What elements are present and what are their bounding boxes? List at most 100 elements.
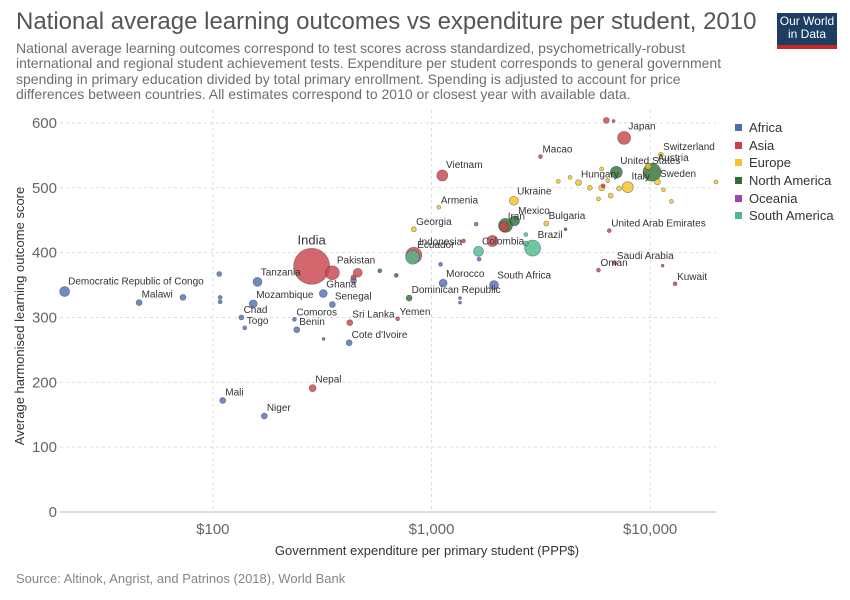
data-point[interactable]: Chad xyxy=(238,314,245,321)
y-axis-label: Average harmonised learning outcome scor… xyxy=(12,187,27,445)
data-point[interactable] xyxy=(713,179,719,185)
data-point[interactable]: India xyxy=(293,247,330,285)
legend-swatch xyxy=(735,159,742,167)
data-point[interactable] xyxy=(661,187,666,193)
data-point[interactable]: Iran xyxy=(498,221,510,233)
data-point[interactable]: Niger xyxy=(261,412,268,420)
legend-item[interactable]: South America xyxy=(735,207,834,225)
data-point[interactable]: Morocco xyxy=(438,278,448,288)
data-point[interactable]: Sri Lanka xyxy=(346,319,354,326)
data-point[interactable]: Italy xyxy=(621,181,634,193)
data-point[interactable]: Ghana xyxy=(319,289,328,298)
legend-item[interactable]: Europe xyxy=(735,154,834,172)
source-note: Source: Altinok, Angrist, and Patrinos (… xyxy=(16,571,346,586)
data-point[interactable]: Saudi Arabia xyxy=(612,260,618,266)
data-points: India Austria Indonesia Brazil Pakistan Ecuad… xyxy=(59,117,719,420)
data-point[interactable]: Kuwait xyxy=(672,281,678,287)
data-point[interactable] xyxy=(350,274,357,281)
logo-line-2: in Data xyxy=(787,27,827,41)
data-point[interactable]: Japan xyxy=(617,131,631,145)
our-world-in-data-logo[interactable]: Our World in Data xyxy=(777,13,837,49)
data-point[interactable]: Hungary xyxy=(575,179,582,186)
data-point[interactable] xyxy=(567,175,573,180)
data-point[interactable] xyxy=(352,267,363,278)
data-point[interactable] xyxy=(600,183,606,189)
data-point[interactable] xyxy=(607,192,614,199)
data-point[interactable]: United States xyxy=(610,165,623,179)
point-label: Sri Lanka xyxy=(352,310,395,321)
data-point[interactable]: Cote d'Ivoire xyxy=(345,339,353,347)
data-point[interactable] xyxy=(473,221,479,227)
point-label: Dominican Republic xyxy=(412,285,501,296)
data-point[interactable]: Democratic Republic of Congo xyxy=(59,286,70,297)
data-point[interactable] xyxy=(605,178,611,183)
data-point[interactable] xyxy=(587,185,593,191)
legend-item[interactable]: North America xyxy=(735,172,834,190)
data-point[interactable]: Senegal xyxy=(329,301,336,308)
legend-item[interactable]: Oceania xyxy=(735,189,834,207)
data-point[interactable] xyxy=(660,263,665,268)
data-point[interactable]: Dominican Republic xyxy=(405,294,413,302)
data-point[interactable]: Georgia xyxy=(411,226,417,233)
data-point[interactable]: Oman xyxy=(596,267,601,273)
point-label: Macao xyxy=(542,145,572,156)
data-point[interactable]: Sweden xyxy=(654,178,661,186)
data-point[interactable]: Mali xyxy=(219,397,227,404)
data-point[interactable]: Macao xyxy=(538,154,543,159)
data-point[interactable] xyxy=(669,199,674,204)
data-point[interactable] xyxy=(321,337,326,341)
data-point[interactable] xyxy=(438,262,443,267)
data-point[interactable]: South Africa xyxy=(489,280,499,290)
data-point[interactable]: Mozambique xyxy=(248,299,258,309)
legend-item[interactable]: Africa xyxy=(735,119,834,137)
data-point[interactable] xyxy=(599,166,604,172)
data-point[interactable]: Vietnam xyxy=(436,169,449,182)
data-point[interactable] xyxy=(596,196,601,202)
data-point[interactable]: Ukraine xyxy=(509,195,519,206)
data-point[interactable] xyxy=(393,273,399,278)
data-point[interactable] xyxy=(616,185,622,192)
point-label: Benin xyxy=(299,317,325,328)
data-point[interactable] xyxy=(458,296,462,300)
y-tick-label: 0 xyxy=(49,504,57,521)
data-point[interactable]: Pakistan xyxy=(325,265,340,281)
data-point[interactable] xyxy=(486,235,499,247)
data-point[interactable] xyxy=(179,294,187,301)
data-point[interactable] xyxy=(476,256,482,262)
data-point[interactable]: Bulgaria xyxy=(543,220,550,227)
data-point[interactable]: Comoros xyxy=(292,317,297,322)
data-point[interactable] xyxy=(555,179,561,184)
data-point[interactable]: Colombia xyxy=(473,246,484,257)
legend-item[interactable]: Asia xyxy=(735,137,834,155)
data-point[interactable]: Yemen xyxy=(395,316,400,322)
data-point[interactable] xyxy=(377,268,383,274)
data-point[interactable] xyxy=(216,271,223,277)
data-point[interactable] xyxy=(217,299,223,305)
data-point[interactable] xyxy=(458,300,462,305)
data-point[interactable] xyxy=(217,295,223,300)
point-label: Hungary xyxy=(581,170,619,181)
data-point[interactable] xyxy=(461,238,466,244)
data-point[interactable]: Mexico xyxy=(509,215,520,227)
data-point[interactable] xyxy=(523,232,529,237)
legend-label: Europe xyxy=(749,155,791,171)
data-point[interactable]: Brazil xyxy=(524,239,541,257)
y-tick-label: 300 xyxy=(32,309,57,326)
data-point[interactable] xyxy=(563,227,568,232)
x-tick-label: $10,000 xyxy=(623,521,677,538)
data-point[interactable]: Ecuador xyxy=(405,249,420,265)
point-label: Austria xyxy=(658,153,690,164)
data-point[interactable]: Togo xyxy=(242,325,248,331)
data-point[interactable]: Benin xyxy=(293,326,301,334)
data-point[interactable]: Nepal xyxy=(308,384,317,392)
data-point[interactable] xyxy=(602,117,610,124)
data-point[interactable]: Switzerland xyxy=(658,151,664,158)
data-point[interactable] xyxy=(611,119,616,123)
data-point[interactable]: Malawi xyxy=(135,299,143,306)
data-point[interactable] xyxy=(644,163,652,170)
data-point[interactable] xyxy=(523,240,529,247)
data-point[interactable]: United Arab Emirates xyxy=(606,228,612,233)
data-point[interactable]: Tanzania xyxy=(252,277,263,287)
data-point[interactable]: Armenia xyxy=(436,204,442,210)
